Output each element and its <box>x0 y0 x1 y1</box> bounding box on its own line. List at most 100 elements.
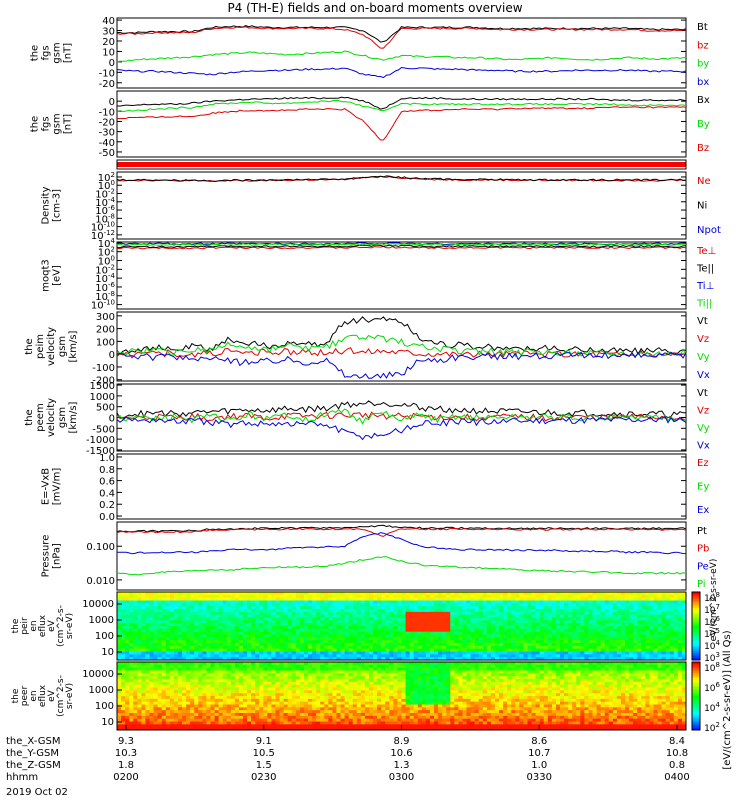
spec-cell <box>145 634 150 638</box>
spec-cell <box>279 715 285 720</box>
spec-cell <box>425 645 431 650</box>
spec-cell <box>271 651 276 655</box>
spec-cell <box>332 620 337 624</box>
spec-cell <box>429 609 435 613</box>
spec-cell <box>291 657 297 661</box>
spec-cell <box>145 626 150 630</box>
spec-cell <box>592 651 597 655</box>
spec-cell <box>320 597 325 601</box>
spec-cell <box>186 654 191 658</box>
spec-cell <box>218 611 224 616</box>
spec-cell <box>645 634 650 638</box>
spec-cell <box>397 634 402 638</box>
spec-cell <box>458 620 463 624</box>
spec-cell <box>177 623 183 627</box>
spec-cell <box>625 609 630 613</box>
spec-cell <box>230 643 236 647</box>
spec-cell <box>169 634 175 638</box>
spec-cell <box>283 710 289 714</box>
spec-cell <box>681 594 687 599</box>
spec-cell <box>165 631 171 635</box>
spec-cell <box>519 614 524 618</box>
spec-cell <box>275 667 280 671</box>
spec-cell <box>299 684 305 688</box>
spec-cell <box>210 713 215 717</box>
spec-cell <box>303 687 309 691</box>
spec-cell <box>466 592 471 596</box>
spec-cell <box>206 603 211 607</box>
spec-cell <box>194 628 199 633</box>
spec-cell <box>210 626 215 630</box>
spec-cell <box>397 603 402 607</box>
spec-cell <box>507 597 512 601</box>
spec-cell <box>214 715 219 720</box>
spec-cell <box>226 698 232 703</box>
spec-cell <box>263 614 268 618</box>
spec-cell <box>560 606 565 610</box>
spec-cell <box>279 611 285 616</box>
spec-cell <box>637 657 642 661</box>
spec-cell <box>145 718 150 722</box>
spec-cell <box>287 681 293 686</box>
spec-cell <box>547 614 553 618</box>
spec-cell <box>182 626 187 630</box>
spec-cell <box>425 620 431 624</box>
spec-cell <box>186 696 191 700</box>
spec-cell <box>531 603 537 607</box>
spec-cell <box>340 696 345 700</box>
spec-cell <box>620 648 626 652</box>
spec-cell <box>482 623 488 627</box>
spec-cell <box>661 645 667 650</box>
spec-cell <box>206 664 211 669</box>
spec-cell <box>202 727 207 731</box>
spec-cell <box>129 623 134 627</box>
spec-cell <box>405 648 411 652</box>
spec-cell <box>283 606 289 610</box>
spec-cell <box>616 634 622 638</box>
spec-cell <box>133 623 138 627</box>
spec-cell <box>381 594 386 599</box>
spec-cell <box>202 628 207 633</box>
spec-cell <box>547 606 553 610</box>
spec-cell <box>434 592 439 596</box>
spec-cell <box>677 623 683 627</box>
spec-cell <box>214 606 219 610</box>
spec-cell <box>401 603 406 607</box>
spec-cell <box>279 698 285 703</box>
spec-cell <box>287 662 293 666</box>
spec-cell <box>283 603 289 607</box>
spec-cell <box>584 611 589 616</box>
spec-cell <box>295 718 301 722</box>
spec-cell <box>360 609 366 613</box>
spec-cell <box>287 670 293 674</box>
spec-cell <box>324 606 329 610</box>
spec-cell <box>117 679 122 683</box>
spec-cell <box>206 594 211 599</box>
spec-cell <box>352 603 358 607</box>
spec-cell <box>669 634 675 638</box>
spec-cell <box>190 718 195 722</box>
spec-cell <box>186 640 191 644</box>
spec-cell <box>218 594 224 599</box>
spec-cell <box>169 637 175 641</box>
spec-cell <box>669 614 675 618</box>
spec-cell <box>242 684 248 688</box>
spec-cell <box>287 651 293 655</box>
spec-cell <box>389 617 394 621</box>
spec-cell <box>417 611 423 616</box>
spec-cell <box>222 626 228 630</box>
spec-cell <box>308 676 313 680</box>
spec-cell <box>303 623 309 627</box>
spec-cell <box>478 603 484 607</box>
spec-cell <box>141 645 146 650</box>
spec-cell <box>303 609 309 613</box>
spec-cell <box>620 594 626 599</box>
spec-cell <box>177 645 183 650</box>
ytick-label: 10000 <box>82 599 114 610</box>
spec-cell <box>308 603 313 607</box>
spec-cell <box>539 603 545 607</box>
spec-cell <box>316 614 321 618</box>
spec-cell <box>218 620 224 624</box>
spec-cell <box>251 718 256 722</box>
spec-cell <box>153 724 159 728</box>
